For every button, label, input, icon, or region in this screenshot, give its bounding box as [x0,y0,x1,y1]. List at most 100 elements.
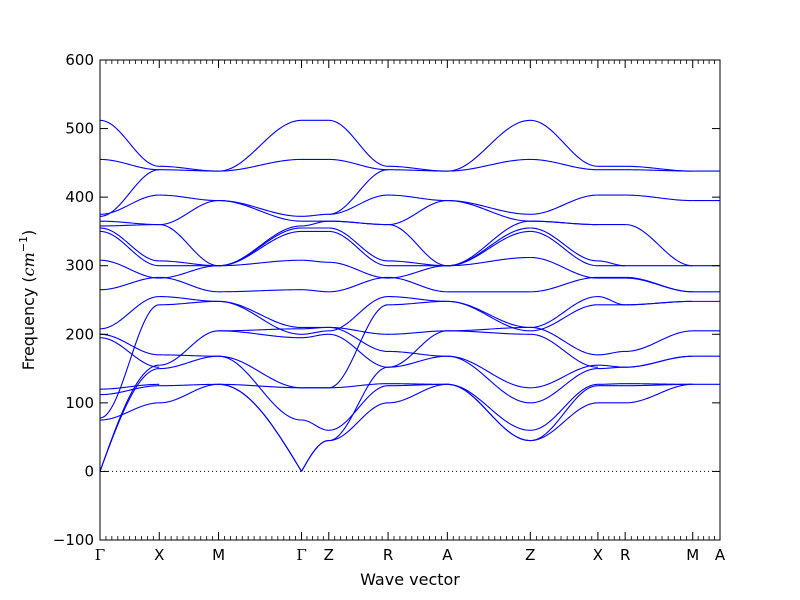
y-axis-label: Frequency (cm−1) [17,230,38,371]
band-line-Γ-X-11 [99,230,160,267]
y-tick-label: 400 [65,188,94,206]
band-line-Γ-X-12 [99,227,160,262]
band-line-Z-R-17 [328,158,389,171]
x-tick-label: A [442,546,453,564]
band-line-Z-R-8 [328,326,389,335]
band-line-M-Γ-10 [218,259,302,267]
x-tick-label: R [620,546,630,564]
y-tick-label: 500 [65,120,94,138]
band-line-X-M-7 [159,276,219,293]
x-tick-label: Z [324,546,334,564]
band-line-M-Γ-6 [218,328,302,332]
band-line-X-R-11 [597,260,626,267]
band-line-M-Γ-17 [218,119,302,172]
band-line-R-M-9 [625,277,693,293]
band-line-Z-X-8 [530,296,598,328]
band-line-X-M-2 [159,355,219,370]
band-line-A-Z-8 [447,300,531,328]
band-line-R-A-2 [388,383,448,387]
y-tick-label: 200 [65,325,94,343]
band-line-R-M-4 [625,355,693,368]
band-line-R-A-0 [388,383,448,404]
band-line-Γ-X-8 [99,296,160,330]
band-line-Z-R-1 [328,366,389,442]
bands-layer [99,119,720,472]
band-line-Γ-X-14 [99,220,160,226]
band-line-Z-X-3 [530,368,598,404]
band-line-Γ-X-1 [99,364,160,472]
band-line-Γ-X-6 [99,337,160,368]
band-line-M-Γ-9 [218,289,302,293]
band-line-R-A-17 [388,165,448,172]
band-line-R-M-7 [625,300,693,306]
band-line-A-Z-6 [447,326,531,332]
band-line-A-Z-13 [447,220,531,267]
band-line-M-Γ-15 [218,200,302,217]
band-line-Z-X-10 [530,256,598,279]
band-line-Z-R-3 [328,383,389,389]
y-axis-label-text: Frequency [19,288,38,371]
y-axis-label-unit: cm [19,252,38,276]
band-line-M-Γ-2 [218,383,302,389]
band-line-Z-X-14 [530,220,598,226]
band-line-X-M-15 [159,165,219,172]
y-axis-label-open-paren: ( [19,276,38,282]
band-line-A-Z-2 [447,383,531,431]
band-line-Z-X-1 [530,385,598,442]
band-line-Γ-Z-15 [301,213,329,217]
band-line-R-A-4 [388,330,448,368]
band-line-X-M-4 [159,354,219,357]
band-line-Z-X-0 [530,402,598,442]
x-axis-label: Wave vector [360,570,460,589]
band-line-Γ-X-5 [100,383,160,390]
x-tick-label: R [383,546,393,564]
band-line-Γ-X-16 [99,194,160,215]
band-line-X-R-4 [597,364,626,368]
band-line-R-A-15 [388,194,448,202]
band-line-M-Γ-13 [218,225,302,267]
y-tick-label: −100 [53,531,94,549]
band-line-Γ-Z-1 [301,440,329,472]
band-line-Z-R-2 [328,385,389,431]
band-line-A-Z-10 [447,256,531,267]
band-line-R-A-13 [388,224,448,267]
band-line-Z-X-15 [530,194,598,215]
x-tick-label: X [154,546,164,564]
band-line-X-R-5 [597,350,626,356]
band-line-R-M-0 [625,383,693,404]
band-line-X-M-8 [159,265,219,279]
y-axis-label-unit-exp: −1 [17,236,30,252]
band-line-Γ-X-18 [99,119,160,167]
band-line-Z-X-17 [530,119,598,167]
band-line-A-Z-17 [447,119,531,172]
band-line-M-Γ-8 [218,300,302,328]
y-ticks-layer: −100 0 100 200 300 400 500 600 [53,51,720,549]
band-line-Z-X-2 [530,383,598,431]
band-line-Γ-Z-2 [301,419,329,431]
band-line-X-M-10 [159,260,219,267]
band-line-R-M-14 [625,165,693,172]
band-line-Z-R-15 [328,169,389,215]
band-line-A-Z-4 [447,355,531,389]
band-line-A-Z-16 [447,158,531,172]
y-tick-label: 600 [65,51,94,69]
band-line-R-A-5 [388,350,448,357]
band-line-X-M-1 [159,383,219,387]
band-line-Γ-Z-9 [301,289,329,293]
band-line-Z-R-16 [328,194,389,215]
band-line-Γ-X-4 [99,385,160,396]
band-line-Z-R-18 [328,119,389,167]
band-line-R-A-6 [388,330,448,335]
band-line-X-M-11 [159,224,219,267]
band-line-Γ-X-17 [99,158,160,171]
band-line-Z-R-12 [328,227,389,262]
band-line-X-M-12 [159,200,219,226]
x-tick-label: X [593,546,603,564]
band-line-X-M-3 [159,330,219,366]
y-tick-label: 100 [65,394,94,412]
band-line-M-Γ-4 [218,355,302,389]
band-line-Z-R-5 [328,333,389,368]
